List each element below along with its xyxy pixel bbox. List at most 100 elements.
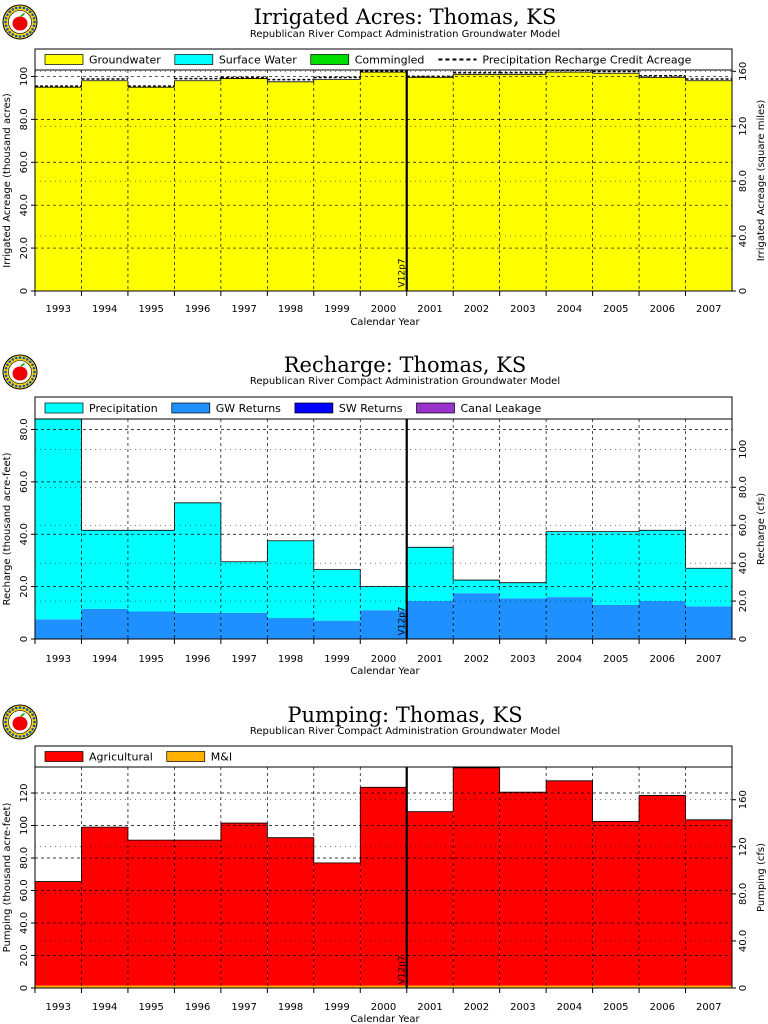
logo-dot [31,713,34,717]
y-tick-label: 100 [19,816,30,835]
bar-segment [267,540,314,619]
legend-label: Commingled [355,54,425,67]
bar-segment [360,610,407,639]
bar-segment [406,547,454,602]
x-tick-label: 2002 [464,1002,489,1013]
bar-segment [220,561,268,613]
logo-dot [11,8,15,11]
x-tick-label: 2006 [650,654,675,665]
bar-segment [81,827,128,986]
bar-segment [174,502,221,613]
logo-dot [11,733,15,736]
bar-segment [35,881,82,986]
x-tick-label: 1995 [138,1002,163,1013]
apple-icon [12,366,28,381]
apple-icon [12,716,28,731]
bar-segment [313,862,361,986]
bar-segment [313,79,361,292]
bar-segment [360,72,407,291]
x-tick-label: 2000 [371,654,396,665]
x-tick-label: 2001 [417,304,442,315]
y-tick-label: 0 [19,288,30,294]
y-tick-label: 80.0 [19,108,30,130]
y2-tick-label: 0 [738,288,749,294]
logo-dot [4,16,8,20]
bar-segment [220,78,268,292]
logo-dot [32,716,36,720]
legend-swatch [44,751,84,762]
logo-dot [31,27,34,31]
bar-segment [546,780,593,986]
legend-label: Agricultural [89,751,153,764]
logo-dot [4,724,8,728]
model-version-label: V12p7 [398,606,408,635]
y-tick-label: 120 [19,783,30,802]
logo-dot [22,734,26,738]
logo-dot [28,30,32,34]
legend-swatch [416,402,455,414]
bar-segment [35,619,82,639]
x-axis-label: Calendar Year [350,1014,420,1024]
plot-frame [34,418,733,640]
bar-segment [220,823,268,986]
logo-dot [6,363,9,367]
y-tick-label: 40.0 [19,912,30,934]
x-tick-label: 2007 [696,1002,721,1013]
x-tick-label: 2003 [510,304,535,315]
x-tick-label: 1995 [138,304,163,315]
y-tick-label: 0 [19,985,30,991]
x-tick-label: 2007 [696,304,721,315]
logo-dot [11,708,15,711]
y-tick-label: 0 [19,636,30,642]
y-tick-label: 20.0 [19,237,30,259]
y-tick-label: 40.0 [19,523,30,545]
y-axis-label: Irrigated Acreage (thousand acres) [2,93,13,268]
x-tick-label: 1997 [231,654,256,665]
y-axis-label: Pumping (thousand acre-feet) [2,803,13,953]
bar-segment [546,72,593,291]
bar-segment [592,73,640,291]
y2-tick-label: 80.0 [738,476,749,498]
y-tick-label: 80.0 [19,418,30,440]
logo-dot [18,385,22,388]
logo-dot [18,356,22,359]
y2-tick-label: 60.0 [738,514,749,536]
logo-dot [32,366,36,370]
x-tick-label: 1994 [92,304,117,315]
logo-dot [14,384,18,388]
x-tick-label: 2004 [557,304,582,315]
logo-dot [25,8,29,11]
bar-segment [81,985,128,988]
bar-segment [360,586,407,611]
x-tick-label: 2002 [464,304,489,315]
y-tick-label: 40.0 [19,194,30,216]
logo-dot [8,360,12,364]
legend-label: GW Returns [216,402,281,415]
legend-swatch [44,54,84,65]
logo-dot [32,724,36,728]
y2-tick-label: 0 [738,985,749,991]
x-tick-label: 1996 [185,1002,210,1013]
legend-label: M&I [211,751,232,764]
y2-tick-label: 40.0 [738,930,749,952]
logo-dot [14,356,18,360]
logo-dot [32,374,36,378]
chart-title: Recharge: Thomas, KS [284,353,527,377]
logo-dot [32,16,36,20]
x-tick-label: 2005 [603,654,628,665]
bar-segment [499,598,547,639]
legend-label: Groundwater [89,54,161,67]
bar-segment [127,87,175,292]
y-tick-label: 20.0 [19,944,30,966]
logo-dot [4,20,7,24]
x-tick-label: 1994 [92,1002,117,1013]
logo-dot [18,35,22,38]
logo-dot [18,735,22,738]
chart-subtitle: Republican River Compact Administration … [250,376,560,387]
logo-dot [22,384,26,388]
x-tick-label: 1996 [185,654,210,665]
bar-segment [313,620,361,639]
bar-segment [639,77,686,292]
bar-segment [406,985,454,988]
